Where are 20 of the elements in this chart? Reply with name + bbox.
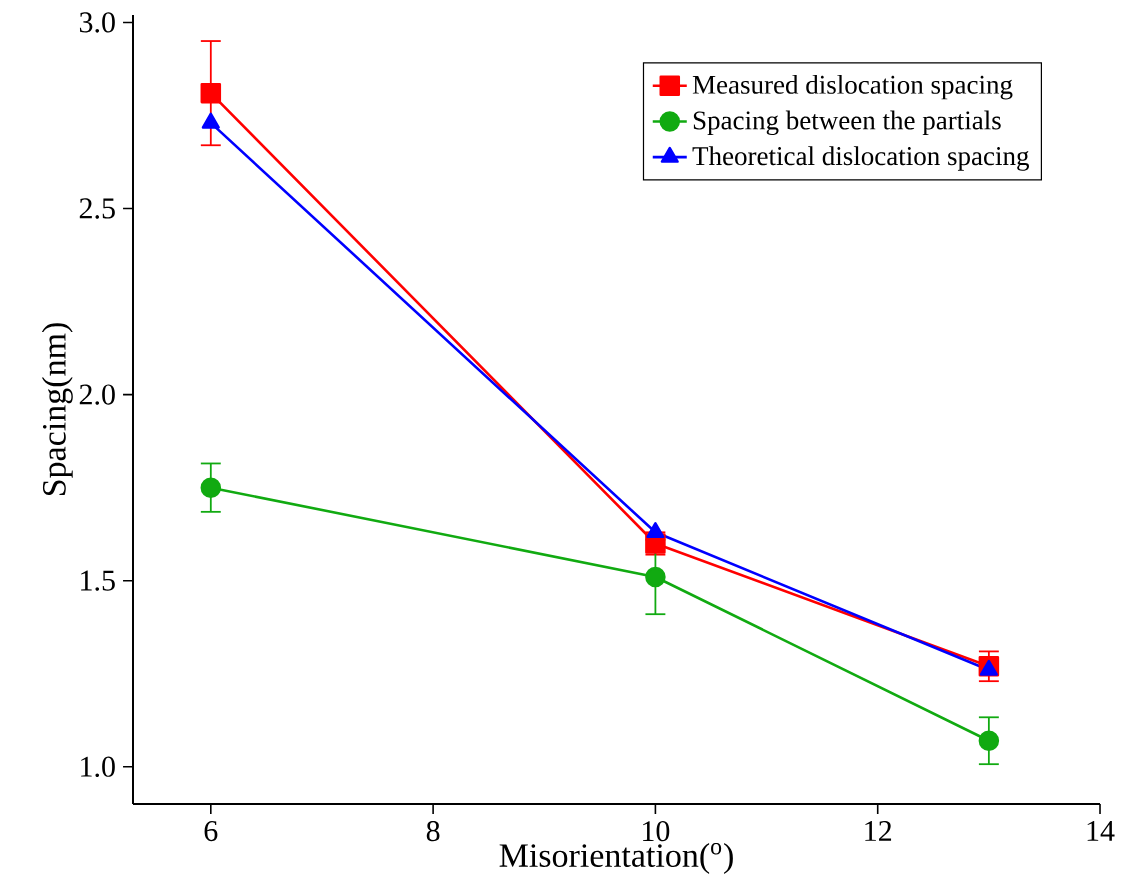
point [200,82,222,104]
legend-label: Theoretical dislocation spacing [692,146,1029,171]
x-tick-label: 12 [865,820,892,841]
y-tick-label: 2.0 [79,384,115,405]
legend-label: Spacing between the partials [693,110,1001,136]
y-tick-label: 2.5 [79,198,115,219]
x-tick-label: 8 [426,821,440,842]
x-axis-title: Misorientation($^{o}$) [499,842,733,874]
y-axis-title: Spacing(nm) [41,323,73,496]
point [645,566,666,588]
y-tick-label: 1.0 [81,756,115,777]
y-tick-label: 3.0 [79,12,115,33]
y-tick-label: 1.5 [81,570,115,591]
point [646,522,665,539]
point [978,730,1000,751]
x-tick-label: 14 [1087,821,1115,841]
legend-label: Measured dislocation spacing [692,74,1013,100]
point [200,477,222,498]
x-tick-label: 6 [204,820,218,842]
x-tick-label: 10 [643,821,670,842]
